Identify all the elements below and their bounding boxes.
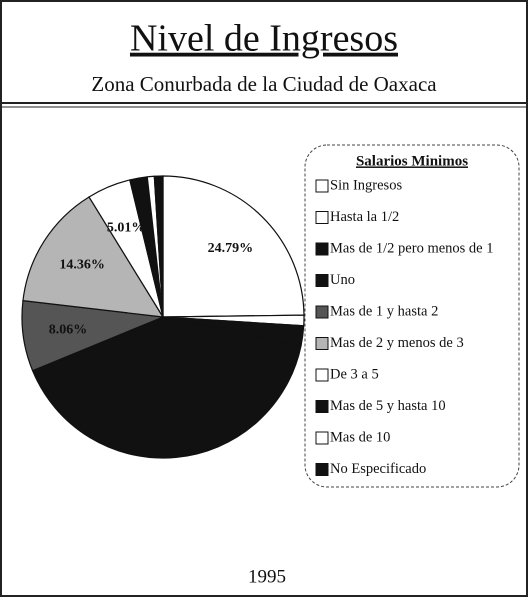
legend-swatch	[315, 431, 329, 445]
legend-label: Mas de 5 y hasta 10	[330, 398, 446, 414]
legend-swatch	[315, 463, 329, 476]
legend-label: No Especificado	[330, 461, 426, 477]
slice-label: 24.79%	[208, 241, 254, 256]
pie-slice	[31, 316, 302, 459]
footer: 1995	[248, 566, 286, 587]
slice-label: 8.06%	[49, 322, 88, 337]
legend-swatch	[315, 368, 329, 382]
legend-label: Hasta la 1/2	[330, 209, 399, 225]
legend-swatch	[315, 242, 329, 256]
legend-swatch	[315, 211, 329, 224]
legend-box	[304, 144, 520, 488]
legend-swatch	[315, 337, 329, 350]
chart-title: Nivel de Ingresos	[130, 18, 398, 60]
pie-slice	[162, 175, 305, 318]
legend-swatch	[315, 305, 329, 319]
legend-label: Mas de 2 y menos de 3	[330, 335, 464, 351]
pie-slice	[153, 175, 164, 318]
pie: 24.79% 8.06% 14.36% 5.01%	[21, 175, 305, 459]
chart-subtitle: Zona Conurbada de la Ciudad de Oaxaca	[91, 72, 437, 96]
legend-swatch	[315, 274, 329, 287]
legend-label: Uno	[330, 272, 355, 288]
legend: Sin Ingresos Hasta la 1/2 Mas de 1/2 pero …	[315, 177, 494, 477]
legend-label: Mas de 1/2 pero menos de 1	[330, 240, 494, 256]
pie-slice	[22, 196, 165, 318]
legend-label: Mas de 1 y hasta 2	[330, 303, 438, 319]
slice-label: 5.01%	[107, 221, 146, 236]
legend-label: De 3 a 5	[330, 366, 379, 382]
legend-label: Mas de 10	[330, 429, 390, 445]
slice-label: 14.36%	[59, 258, 105, 273]
legend-title: Salarios Minimos	[356, 153, 468, 169]
legend-swatch	[315, 400, 329, 413]
legend-label: Sin Ingresos	[330, 177, 402, 193]
legend-swatch	[315, 179, 329, 193]
